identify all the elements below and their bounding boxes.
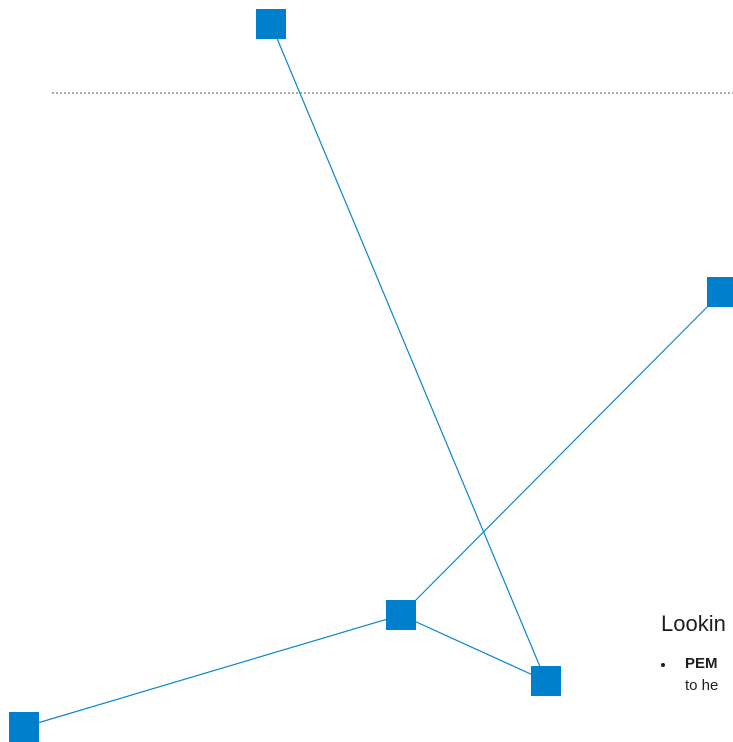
node-a-square	[256, 9, 286, 39]
node-c-square	[9, 712, 39, 742]
edge-node-b-node-d	[400, 291, 723, 616]
bullet-dot-icon	[661, 663, 665, 667]
edge-group	[23, 23, 723, 728]
section-heading: Lookin	[661, 611, 726, 636]
bullet-item-label: PEM	[685, 655, 718, 672]
edge-node-d-node-e	[400, 614, 547, 682]
node-b-square	[707, 277, 733, 307]
node-d-square	[386, 600, 416, 630]
node-group	[9, 9, 733, 742]
bullet-item-description: to he	[685, 677, 719, 694]
edge-node-d-node-f	[23, 614, 402, 728]
node-e-square	[531, 666, 561, 696]
edge-node-a-node-e	[270, 23, 547, 682]
